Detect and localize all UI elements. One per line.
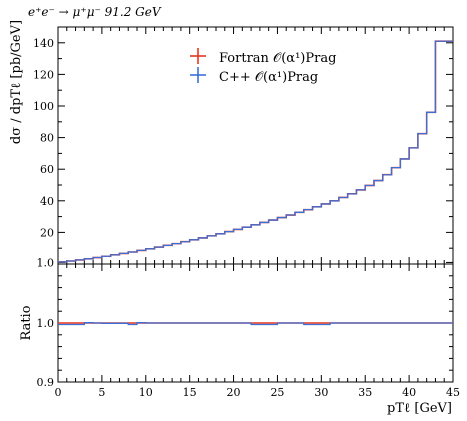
main-axis-ticks: 1.0 20 40 60 80 100 120 140	[33, 27, 454, 269]
x-tick-label: 25	[270, 386, 284, 399]
x-tick-label: 40	[402, 386, 416, 399]
y-tick-label-main: 60	[40, 163, 54, 176]
y-tick-label-main: 140	[33, 37, 54, 50]
y-tick-label-main: 1.0	[37, 256, 55, 269]
legend-label-fortran: Fortran 𝒪(α¹)Prag	[219, 51, 336, 66]
legend-label-cpp: C++ 𝒪(α¹)Prag	[219, 70, 318, 85]
y-tick-label-ratio: 0.9	[37, 376, 55, 389]
y-tick-label-main: 100	[33, 100, 54, 113]
x-tick-label: 0	[55, 386, 62, 399]
legend-marker-cpp	[190, 67, 206, 83]
x-axis-label: pTℓ [GeV]	[387, 401, 452, 416]
x-tick-label: 10	[139, 386, 153, 399]
y-tick-label-ratio: 1.0	[37, 317, 55, 330]
y-tick-label-main: 40	[40, 195, 54, 208]
y-tick-label-main: 80	[40, 132, 54, 145]
y-axis-label-main: dσ / dpTℓ [pb/GeV]	[9, 20, 24, 144]
x-tick-label: 30	[314, 386, 328, 399]
x-tick-label: 35	[358, 386, 372, 399]
y-axis-label-ratio: Ratio	[19, 305, 34, 340]
x-tick-label: 5	[98, 386, 105, 399]
chart-title: e⁺e⁻ → μ⁺μ⁻ 91.2 GeV	[28, 5, 162, 19]
x-tick-label: 15	[183, 386, 197, 399]
ratio-axis-ticks: 0.9 1.0 0 5 10 15 20 25 30 35 40 45	[37, 264, 460, 399]
y-tick-label-main: 20	[40, 226, 54, 239]
ratio-series-group	[58, 322, 453, 326]
legend: Fortran 𝒪(α¹)Prag C++ 𝒪(α¹)Prag	[190, 48, 336, 85]
series-cpp-step	[58, 40, 453, 263]
ratio-series-line	[58, 322, 453, 326]
y-tick-label-main: 120	[33, 68, 54, 81]
legend-marker-fortran	[190, 48, 206, 64]
x-tick-label: 45	[446, 386, 460, 399]
main-series-group	[58, 40, 453, 263]
x-tick-label: 20	[227, 386, 241, 399]
